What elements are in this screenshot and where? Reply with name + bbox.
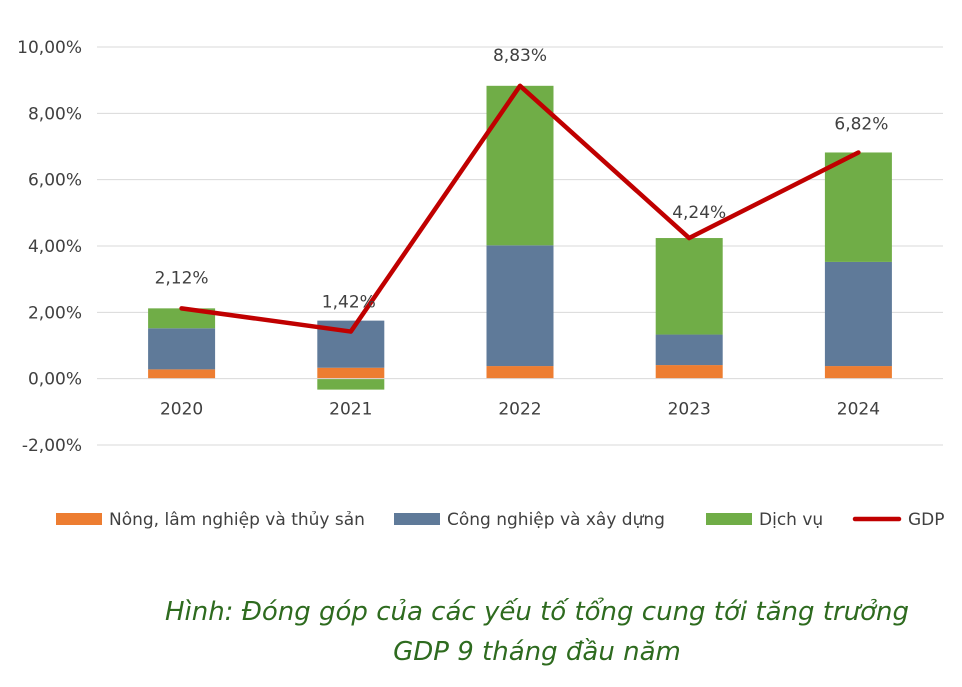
legend-swatch	[706, 513, 752, 525]
gdp-line-series: 2,12% 1,42% 8,83% 4,24% 6,82%	[155, 46, 888, 334]
bar-segment	[824, 366, 892, 379]
bar-segment	[655, 238, 723, 335]
bar-segment	[148, 369, 216, 379]
x-tick-label: 2020	[160, 400, 203, 420]
bar-segment	[824, 152, 892, 262]
y-tick-label: 2,00%	[28, 303, 82, 323]
x-tick-label: 2022	[498, 400, 541, 420]
x-tick-label: 2023	[668, 400, 711, 420]
caption-line-2: GDP 9 tháng đầu năm	[393, 637, 681, 667]
gdp-data-label: 4,24%	[672, 203, 726, 223]
y-tick-label: 8,00%	[28, 104, 82, 124]
gdp-data-label: 6,82%	[834, 114, 888, 134]
x-tick-label: 2021	[329, 400, 372, 420]
gdp-data-label: 2,12%	[155, 268, 209, 288]
y-tick-label: 4,00%	[28, 237, 82, 257]
bar-segment	[317, 367, 385, 379]
legend-swatch	[56, 513, 102, 525]
bar-segment	[317, 378, 385, 390]
figure-caption: Hình: Đóng góp của các yếu tố tổng cung …	[0, 592, 962, 672]
legend-label: GDP	[908, 510, 945, 530]
gdp-line	[179, 83, 861, 334]
legend: Nông, lâm nghiệp và thủy sản Công nghiệp …	[56, 510, 945, 530]
bar-segment	[148, 328, 216, 370]
y-tick-label: 10,00%	[17, 38, 82, 58]
x-tick-label: 2024	[837, 400, 880, 420]
gdp-data-label: 1,42%	[322, 293, 376, 313]
bar-segment	[655, 334, 723, 366]
bar-segment	[148, 308, 216, 329]
legend-label: Công nghiệp và xây dựng	[447, 510, 665, 530]
y-tick-label: 6,00%	[28, 171, 82, 191]
gdp-data-label: 8,83%	[493, 46, 547, 66]
caption-line-1: Hình: Đóng góp của các yếu tố tổng cung …	[164, 597, 910, 627]
bar-segment	[655, 365, 723, 379]
legend-label: Nông, lâm nghiệp và thủy sản	[109, 510, 365, 530]
bar-segment	[824, 261, 892, 367]
y-tick-label: 0,00%	[28, 370, 82, 390]
bars	[148, 85, 892, 390]
chart: -2,00% 0,00% 2,00% 4,00% 6,00% 8,00% 10,00% 20…	[17, 38, 945, 530]
x-axis: 2020 2021 2022 2023 2024	[160, 400, 880, 420]
bar-segment	[486, 366, 554, 379]
legend-swatch	[394, 513, 440, 525]
y-axis: -2,00% 0,00% 2,00% 4,00% 6,00% 8,00% 10,00%	[17, 38, 82, 456]
bar-segment	[486, 245, 554, 367]
bar-segment	[486, 85, 554, 246]
y-tick-label: -2,00%	[22, 436, 82, 456]
legend-label: Dịch vụ	[759, 510, 823, 530]
